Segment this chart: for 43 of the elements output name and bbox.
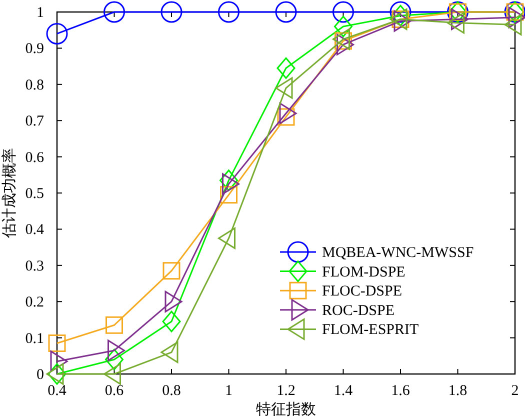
point [162,310,181,332]
y-tick-label: 0.4 [25,222,44,238]
point [162,262,180,280]
x-axis-title: 特征指数 [256,401,316,418]
x-tick-label: 2 [511,383,519,399]
x-tick-label: 0.6 [104,383,124,399]
y-tick-label: 0.2 [25,294,44,311]
point [218,1,240,23]
point [48,334,66,352]
point [220,170,238,192]
y-tick-label: 0.7 [25,114,44,130]
y-tick-label: 0.5 [25,186,44,202]
point [160,1,182,23]
y-tick-label: 0 [36,367,44,383]
legend-label: FLOC-DSPE [322,284,402,300]
point [46,22,68,44]
y-tick-label: 0.3 [25,258,44,274]
legend-label: ROC-DSPE [322,302,395,319]
legend-label: FLOM-ESPRIT [322,322,419,338]
x-tick-label: 1.4 [334,383,354,399]
x-tick-label: 1.8 [448,383,468,399]
point [391,4,410,26]
y-tick-label: 0.1 [25,330,44,347]
x-tick-label: 1 [225,383,232,399]
y-tick-label: 0.8 [25,77,44,94]
point [334,16,352,38]
y-tick-label: 0.6 [25,150,44,166]
legend-label: MQBEA-WNC-MWSSF [322,245,474,261]
point [104,1,125,23]
x-tick-label: 1.6 [391,383,410,399]
point [220,186,238,204]
legend-label: FLOM-DSPE [322,264,406,280]
y-axis-title: 估计成功概率 [1,148,18,239]
point [275,1,297,23]
point [106,316,123,334]
y-tick-label: 1 [36,5,44,21]
x-tick-label: 1.2 [276,383,296,399]
point [332,1,354,23]
point [276,57,296,79]
x-tick-label: 0.8 [162,383,181,399]
y-tick-label: 0.9 [25,41,44,58]
x-tick-label: 0.4 [48,383,67,399]
point [105,348,124,370]
